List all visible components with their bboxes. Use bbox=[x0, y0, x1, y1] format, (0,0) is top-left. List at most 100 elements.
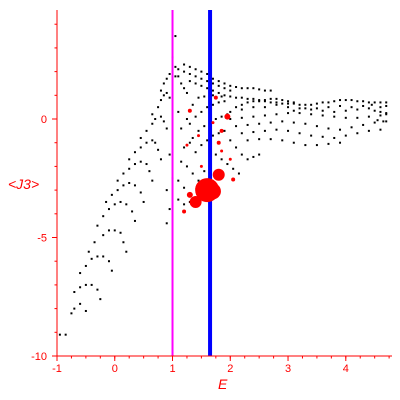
data-point bbox=[107, 229, 110, 232]
data-point bbox=[229, 95, 232, 98]
highlight-point bbox=[220, 149, 224, 153]
data-point bbox=[177, 75, 180, 78]
data-point bbox=[373, 101, 376, 104]
data-point bbox=[200, 110, 203, 113]
data-point bbox=[362, 104, 365, 107]
data-point bbox=[237, 172, 240, 175]
data-point bbox=[73, 291, 76, 294]
data-point bbox=[102, 215, 105, 218]
data-point bbox=[223, 82, 226, 85]
highlight-point bbox=[197, 134, 201, 138]
data-point bbox=[379, 101, 382, 104]
data-point bbox=[246, 158, 249, 161]
data-point bbox=[333, 110, 336, 113]
data-point bbox=[350, 99, 353, 102]
data-point bbox=[385, 113, 388, 116]
data-point bbox=[246, 139, 249, 142]
data-point bbox=[252, 100, 255, 103]
data-point bbox=[185, 118, 188, 121]
highlight-point bbox=[202, 196, 207, 201]
data-point bbox=[200, 84, 203, 87]
data-point bbox=[159, 89, 162, 92]
data-point bbox=[122, 241, 125, 244]
data-point bbox=[379, 106, 382, 109]
data-point bbox=[350, 106, 353, 109]
data-point bbox=[151, 179, 154, 182]
data-point bbox=[96, 255, 99, 258]
data-point bbox=[157, 148, 160, 151]
data-point bbox=[281, 102, 284, 105]
data-point bbox=[263, 99, 266, 102]
data-point bbox=[139, 136, 142, 139]
data-point bbox=[385, 101, 388, 104]
x-tick-label: 3 bbox=[285, 363, 291, 375]
data-point bbox=[385, 112, 388, 115]
data-point bbox=[370, 103, 373, 106]
data-point bbox=[275, 113, 278, 116]
data-point bbox=[217, 84, 220, 87]
data-point bbox=[211, 134, 214, 137]
data-point bbox=[304, 144, 307, 147]
data-point bbox=[269, 97, 272, 100]
highlight-point bbox=[212, 168, 225, 181]
data-point bbox=[211, 77, 214, 80]
data-point bbox=[211, 103, 214, 106]
data-point bbox=[203, 170, 206, 173]
data-point bbox=[177, 68, 180, 71]
data-point bbox=[275, 97, 278, 100]
data-point bbox=[84, 283, 87, 286]
data-point bbox=[122, 184, 125, 187]
data-point bbox=[214, 153, 217, 156]
data-point bbox=[269, 101, 272, 104]
data-point bbox=[327, 127, 330, 130]
data-point bbox=[203, 125, 206, 128]
data-point bbox=[116, 189, 119, 192]
data-point bbox=[183, 87, 186, 90]
x-axis-title: E bbox=[218, 376, 228, 392]
data-point bbox=[235, 146, 238, 149]
data-point bbox=[315, 125, 318, 128]
data-point bbox=[220, 95, 223, 98]
data-point bbox=[188, 72, 191, 75]
data-point bbox=[148, 170, 151, 173]
data-point bbox=[258, 100, 261, 103]
data-point bbox=[64, 333, 67, 336]
data-point bbox=[200, 144, 203, 147]
data-point bbox=[269, 89, 272, 92]
data-point bbox=[131, 210, 134, 213]
data-point bbox=[240, 108, 243, 111]
data-point bbox=[263, 106, 266, 109]
data-point bbox=[185, 165, 188, 168]
data-point bbox=[281, 139, 284, 142]
data-point bbox=[214, 118, 217, 121]
data-point bbox=[226, 163, 229, 166]
data-point bbox=[223, 129, 226, 132]
data-point bbox=[183, 63, 186, 66]
data-point bbox=[252, 115, 255, 118]
data-point bbox=[298, 103, 301, 106]
data-point bbox=[321, 135, 324, 138]
data-point bbox=[197, 129, 200, 132]
ticks-layer: -1 0 1 2 3 4-10-50 bbox=[31, 23, 390, 375]
data-point bbox=[356, 116, 359, 119]
data-point bbox=[157, 106, 160, 109]
data-point bbox=[191, 103, 194, 106]
data-point bbox=[304, 122, 307, 125]
data-point bbox=[79, 286, 82, 289]
data-point bbox=[194, 82, 197, 85]
data-point bbox=[344, 134, 347, 137]
data-point bbox=[162, 120, 165, 123]
data-point bbox=[367, 107, 370, 110]
data-point bbox=[315, 107, 318, 110]
data-point bbox=[356, 132, 359, 135]
data-point bbox=[177, 110, 180, 113]
data-point bbox=[333, 115, 336, 118]
data-point bbox=[183, 203, 186, 206]
data-point bbox=[119, 231, 122, 234]
data-point bbox=[263, 100, 266, 103]
data-point bbox=[168, 96, 171, 99]
data-point bbox=[240, 132, 243, 135]
data-point bbox=[298, 107, 301, 110]
data-point bbox=[119, 200, 122, 203]
